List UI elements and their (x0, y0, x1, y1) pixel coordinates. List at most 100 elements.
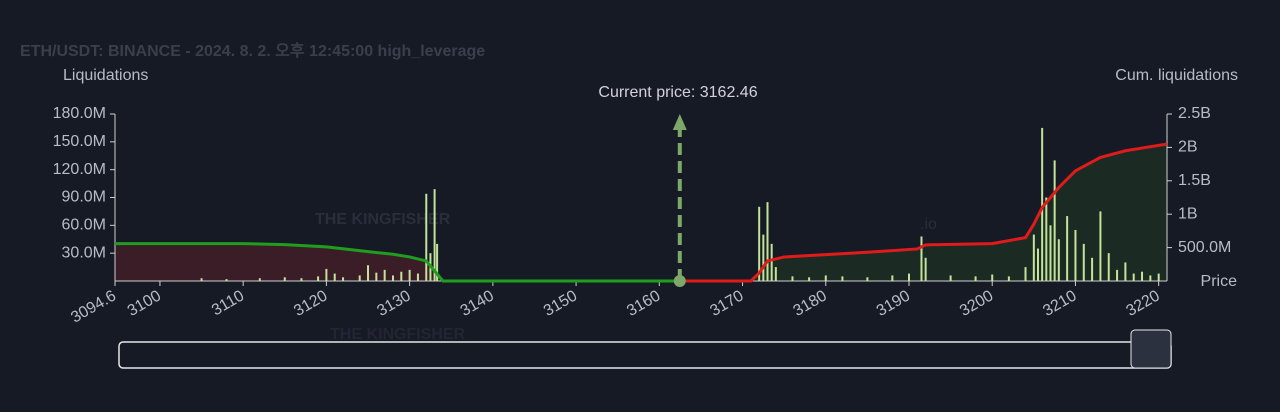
y-tick-label: 150.0M (53, 133, 106, 150)
y-tick-label: 90.0M (62, 189, 106, 206)
bar (758, 206, 761, 281)
bar (333, 273, 336, 281)
bar (1116, 269, 1119, 281)
watermark: THE KINGFISHER (330, 326, 466, 343)
y2-tick-label: 1B (1178, 205, 1198, 222)
bar (225, 279, 228, 281)
bar (1053, 160, 1056, 281)
bar (1045, 197, 1048, 281)
watermark: .io (920, 216, 937, 233)
bar (408, 269, 411, 281)
y2-tick-label: 1.5B (1178, 172, 1211, 189)
x-tick-label: 3150 (541, 287, 580, 320)
bar (1132, 273, 1135, 281)
bar (1066, 216, 1069, 281)
x-tick-label: 3130 (374, 287, 413, 320)
y2-tick-label: 2B (1178, 139, 1198, 156)
bar (200, 278, 203, 281)
x-tick-label: 3094.6 (68, 287, 119, 326)
bar (367, 265, 370, 281)
range-slider[interactable] (118, 341, 1172, 369)
bar (342, 277, 345, 281)
current-price-dot (673, 275, 686, 287)
cum-area (115, 243, 680, 281)
cum-area (679, 144, 1167, 281)
bar (774, 267, 777, 281)
bar (317, 276, 320, 281)
x-tick-label: 3110 (209, 287, 247, 319)
bar (920, 236, 923, 281)
bar (1057, 239, 1060, 281)
bar (907, 273, 910, 281)
bar (991, 274, 994, 281)
bar (258, 278, 261, 281)
cum-line (115, 242, 680, 283)
bar (808, 277, 811, 281)
x-tick-label: 3120 (291, 287, 330, 320)
x-tick-label: 3210 (1040, 287, 1079, 320)
y-axis-title: Liquidations (63, 67, 148, 84)
bar (1099, 211, 1102, 281)
y-tick-label: 60.0M (62, 217, 106, 234)
x-tick-label: 3220 (1123, 287, 1162, 320)
bar (375, 272, 378, 281)
bar (1091, 257, 1094, 281)
x-tick-label: 3160 (624, 287, 663, 320)
bar (300, 278, 303, 281)
x-tick-label: 3100 (125, 287, 164, 320)
bar (425, 193, 428, 281)
x-tick-label: 3140 (458, 287, 497, 320)
y-tick-label: 120.0M (53, 161, 106, 178)
bar (841, 276, 844, 281)
x-tick-label: 3170 (707, 287, 746, 320)
x-axis-title: Price (1201, 273, 1238, 290)
bar (770, 243, 773, 281)
bar (924, 257, 927, 281)
bar (891, 275, 894, 281)
bar (866, 277, 869, 281)
cum-line (679, 142, 1168, 283)
chart-title: ETH/USDT: BINANCE - 2024. 8. 2. 오후 12:45… (20, 41, 485, 60)
bar (824, 275, 827, 281)
bar (1049, 225, 1052, 281)
y2-axis-title: Cum. liquidations (1115, 67, 1238, 84)
bar (1041, 127, 1044, 282)
bar (1149, 275, 1152, 281)
bar (436, 243, 439, 281)
bar (1032, 234, 1035, 281)
bar (325, 268, 328, 281)
current-price-label: Current price: 3162.46 (598, 84, 757, 101)
x-tick-label: 3190 (874, 287, 913, 320)
bar (433, 189, 436, 281)
bar (762, 234, 765, 281)
y-tick-label: 30.0M (62, 244, 106, 261)
bar (949, 275, 952, 281)
bar (791, 276, 794, 281)
bar (1024, 267, 1027, 281)
range-handle[interactable] (1130, 329, 1172, 369)
y2-tick-label: 2.5B (1178, 105, 1211, 122)
bar (383, 269, 386, 281)
bar (391, 275, 394, 281)
bar (974, 276, 977, 281)
bar (766, 202, 769, 281)
y2-tick-label: 500.0M (1178, 239, 1231, 256)
current-price-arrow (672, 114, 687, 130)
bar (1074, 229, 1077, 281)
y-tick-label: 180.0M (53, 105, 106, 122)
watermark: THE KINGFISHER (315, 211, 451, 228)
bar (1157, 273, 1160, 281)
x-tick-label: 3180 (791, 287, 830, 320)
bar (358, 275, 361, 281)
bar (1141, 271, 1144, 281)
bar (283, 277, 286, 281)
bar (1007, 276, 1010, 281)
bar (400, 271, 403, 281)
bar (416, 273, 419, 281)
bar (1036, 248, 1039, 281)
bar (1124, 262, 1127, 281)
bar (1107, 253, 1110, 281)
bar (1082, 243, 1085, 281)
